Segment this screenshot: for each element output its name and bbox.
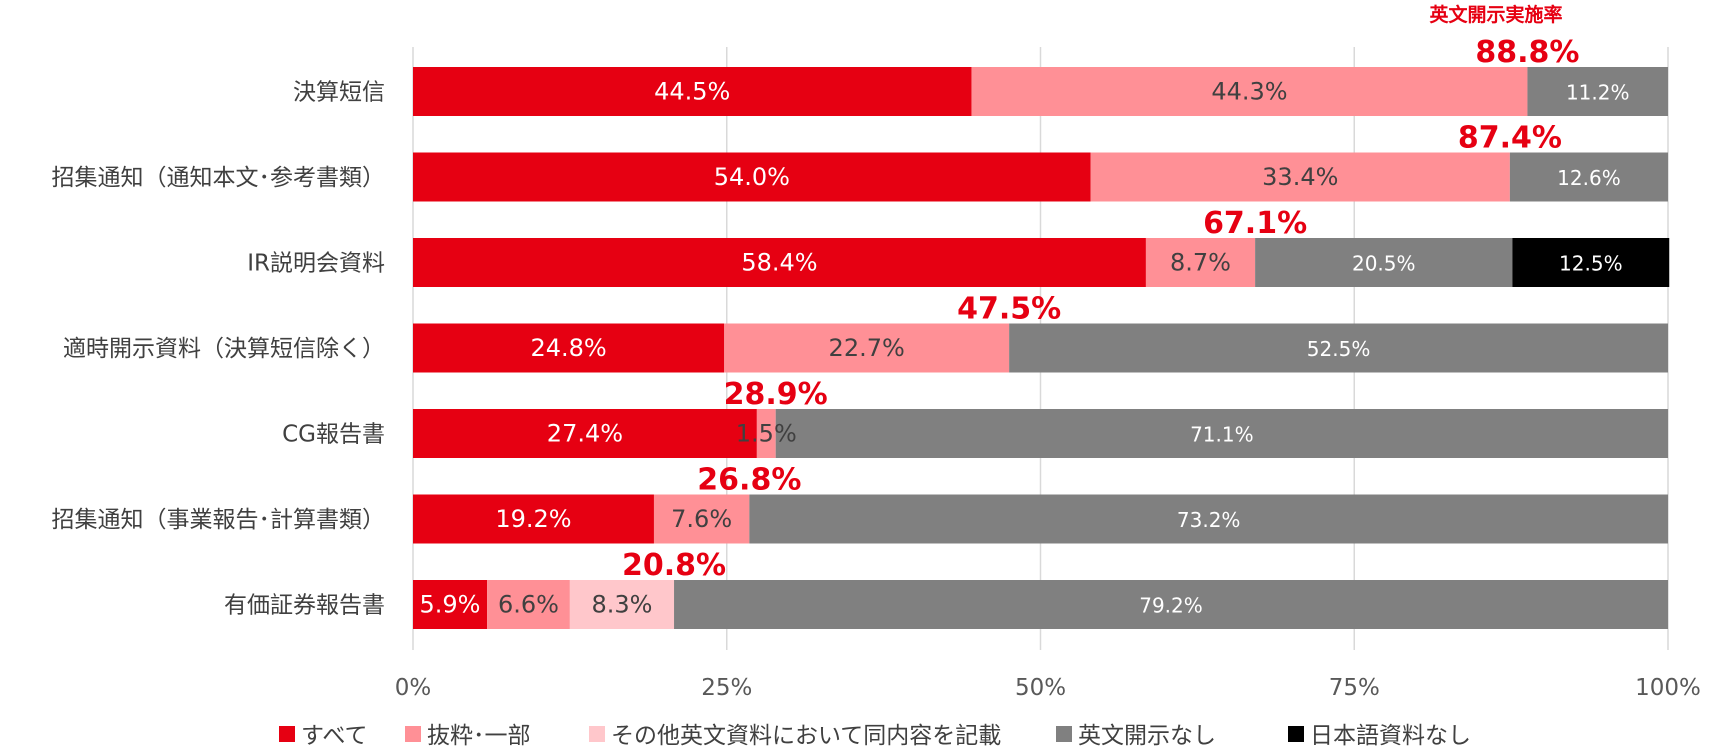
legend-label: その他英文資料において同内容を記載 xyxy=(611,723,1001,749)
bar-segment xyxy=(413,409,757,458)
bar-segment xyxy=(724,323,1010,373)
segment-label: 52.5% xyxy=(1307,337,1371,361)
segment-label: 11.2% xyxy=(1566,81,1630,105)
segment-label: 6.6% xyxy=(498,591,559,619)
legend-label: 抜粋･一部 xyxy=(427,723,531,749)
bar-segment xyxy=(1255,238,1513,287)
legend-label: すべて xyxy=(301,723,367,749)
disclosure-rate-label: 26.8% xyxy=(697,463,801,498)
bar-segment xyxy=(413,152,1091,202)
disclosure-rate-header: 英文開示実施率 xyxy=(1429,3,1562,26)
segment-label: 79.2% xyxy=(1139,594,1203,618)
bar-segment xyxy=(1145,238,1256,287)
bar-segment xyxy=(413,580,488,629)
segment-label: 20.5% xyxy=(1352,252,1416,276)
disclosure-rate-label: 47.5% xyxy=(957,292,1061,327)
segment-label: 22.7% xyxy=(829,334,905,362)
x-tick-label: 50% xyxy=(1015,675,1066,701)
bar-segment xyxy=(756,409,776,458)
bar-segment xyxy=(674,580,1668,629)
x-tick-label: 25% xyxy=(701,675,752,701)
category-label: 決算短信 xyxy=(293,80,385,106)
segment-label: 8.7% xyxy=(1170,249,1231,277)
x-axis-tick-labels: 0% 25% 50% 75% 100% xyxy=(395,675,1701,701)
segment-labels: 44.5% 44.3% 11.2% 54.0% 33.4% 12.6% 58.4% 8.7% 2… xyxy=(420,78,1630,619)
bar-segment xyxy=(653,494,750,544)
legend-swatch xyxy=(279,726,295,742)
bar-segment xyxy=(569,580,675,629)
bar-segment xyxy=(413,67,972,116)
category-label: IR説明会資料 xyxy=(247,251,385,277)
segment-label: 1.5% xyxy=(736,420,797,448)
x-tick-label: 100% xyxy=(1635,675,1701,701)
segment-label: 54.0% xyxy=(714,163,790,191)
legend-label: 英文開示なし xyxy=(1078,723,1216,749)
bar-segment xyxy=(413,238,1146,287)
bar-segments xyxy=(413,67,1670,629)
bar-segment xyxy=(413,494,654,544)
category-label: CG報告書 xyxy=(282,422,385,448)
category-label: 有価証券報告書 xyxy=(224,593,385,619)
segment-label: 24.8% xyxy=(530,334,606,362)
bar-segment xyxy=(1090,152,1510,202)
bar-segment xyxy=(749,494,1668,544)
legend-swatch xyxy=(1056,726,1072,742)
bar-segment xyxy=(1527,67,1668,116)
segment-label: 27.4% xyxy=(547,420,623,448)
bar-segment xyxy=(775,409,1668,458)
disclosure-rate-label: 87.4% xyxy=(1458,121,1562,156)
disclosure-rate-label: 67.1% xyxy=(1203,206,1307,241)
legend-swatch xyxy=(589,726,605,742)
bar-segment xyxy=(1509,152,1668,202)
x-tick-label: 0% xyxy=(395,675,432,701)
bar-segment xyxy=(971,67,1528,116)
segment-label: 8.3% xyxy=(591,591,652,619)
segment-label: 12.5% xyxy=(1559,252,1623,276)
legend-label: 日本語資料なし xyxy=(1310,723,1471,749)
disclosure-rate-labels: 英文開示実施率 88.8% 87.4% 67.1% 47.5% 28.9% 26.8% 20… xyxy=(622,3,1579,583)
legend: すべて 抜粋･一部 その他英文資料において同内容を記載 英文開示なし 日本語資料なし xyxy=(279,723,1471,749)
bar-segment xyxy=(1512,238,1670,287)
bar-segment xyxy=(1009,323,1668,373)
segment-label: 7.6% xyxy=(671,505,732,533)
legend-swatch xyxy=(1288,726,1304,742)
segment-label: 58.4% xyxy=(741,249,817,277)
bar-segment xyxy=(413,323,725,373)
segment-label: 71.1% xyxy=(1190,423,1254,447)
disclosure-rate-label: 20.8% xyxy=(622,548,726,583)
segment-label: 33.4% xyxy=(1262,163,1338,191)
segment-label: 12.6% xyxy=(1557,166,1621,190)
category-label: 適時開示資料（決算短信除く） xyxy=(63,336,385,362)
segment-label: 19.2% xyxy=(495,505,571,533)
segment-label: 73.2% xyxy=(1177,508,1241,532)
disclosure-rate-label: 88.8% xyxy=(1475,35,1579,70)
segment-label: 44.3% xyxy=(1211,78,1287,106)
category-label: 招集通知（事業報告･計算書類） xyxy=(52,507,386,533)
bar-segment xyxy=(487,580,570,629)
legend-swatch xyxy=(405,726,421,742)
disclosure-rate-label: 28.9% xyxy=(724,377,828,412)
category-label: 招集通知（通知本文･参考書類） xyxy=(52,165,386,191)
segment-label: 5.9% xyxy=(420,591,481,619)
segment-label: 44.5% xyxy=(654,78,730,106)
x-tick-label: 75% xyxy=(1329,675,1380,701)
